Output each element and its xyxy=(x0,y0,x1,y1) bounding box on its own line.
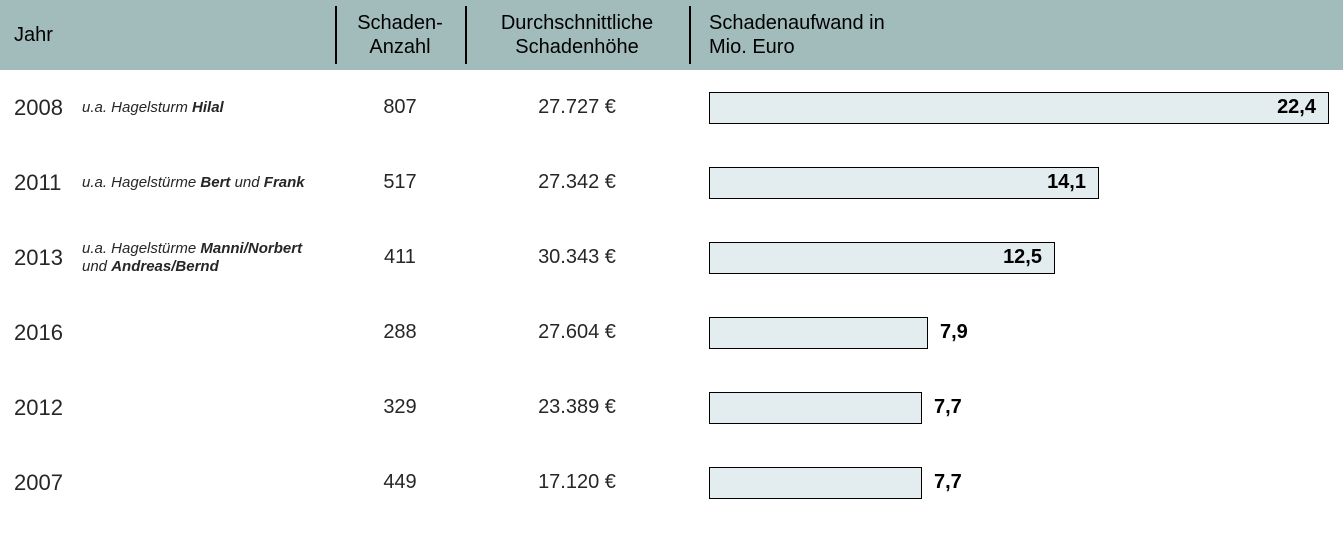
cell-avg: 23.389 € xyxy=(465,396,689,419)
bar-wrap: 7,9 xyxy=(709,317,1329,349)
cell-expense: 12,5 xyxy=(689,242,1343,274)
cell-year: 2013 u.a. Hagelstürme Manni/Norbert und A… xyxy=(0,240,335,276)
col-header-count-label: Schaden- Anzahl xyxy=(357,11,443,59)
year-value: 2012 xyxy=(14,395,74,421)
cell-count: 288 xyxy=(335,321,465,344)
expense-bar-label: 7,7 xyxy=(922,467,962,499)
table-row: 2012 329 23.389 € 7,7 xyxy=(0,370,1343,445)
col-header-expense-label: Schadenaufwand in Mio. Euro xyxy=(709,11,885,59)
count-value: 329 xyxy=(383,396,416,419)
expense-bar xyxy=(709,317,928,349)
cell-avg: 27.727 € xyxy=(465,96,689,119)
cell-avg: 30.343 € xyxy=(465,246,689,269)
table-body: 2008 u.a. Hagelsturm Hilal 807 27.727 € 22,4… xyxy=(0,70,1343,520)
expense-bar: 14,1 xyxy=(709,167,1099,199)
count-value: 807 xyxy=(383,96,416,119)
col-header-expense: Schadenaufwand in Mio. Euro xyxy=(689,0,1343,70)
expense-bar-label: 7,9 xyxy=(928,317,968,349)
cell-count: 329 xyxy=(335,396,465,419)
cell-expense: 7,9 xyxy=(689,317,1343,349)
year-value: 2008 xyxy=(14,95,74,121)
cell-expense: 14,1 xyxy=(689,167,1343,199)
cell-expense: 22,4 xyxy=(689,92,1343,124)
count-value: 517 xyxy=(383,171,416,194)
expense-bar: 22,4 xyxy=(709,92,1329,124)
expense-bar xyxy=(709,467,922,499)
year-value: 2016 xyxy=(14,320,74,346)
table-header: Jahr Schaden- Anzahl Durchschnittliche S… xyxy=(0,0,1343,70)
avg-value: 17.120 € xyxy=(538,471,616,494)
cell-year: 2012 xyxy=(0,395,335,421)
col-header-year: Jahr xyxy=(0,0,335,70)
bar-wrap: 12,5 xyxy=(709,242,1329,274)
cell-count: 807 xyxy=(335,96,465,119)
expense-bar xyxy=(709,392,922,424)
cell-avg: 17.120 € xyxy=(465,471,689,494)
cell-expense: 7,7 xyxy=(689,392,1343,424)
year-value: 2013 xyxy=(14,245,74,271)
cell-year: 2016 xyxy=(0,320,335,346)
avg-value: 27.342 € xyxy=(538,171,616,194)
col-header-avg: Durchschnittliche Schadenhöhe xyxy=(465,0,689,70)
expense-bar: 12,5 xyxy=(709,242,1055,274)
table-row: 2016 288 27.604 € 7,9 xyxy=(0,295,1343,370)
damage-table: Jahr Schaden- Anzahl Durchschnittliche S… xyxy=(0,0,1343,520)
avg-value: 27.604 € xyxy=(538,321,616,344)
year-value: 2011 xyxy=(14,170,74,196)
avg-value: 27.727 € xyxy=(538,96,616,119)
cell-count: 517 xyxy=(335,171,465,194)
bar-wrap: 7,7 xyxy=(709,392,1329,424)
bar-wrap: 14,1 xyxy=(709,167,1329,199)
bar-wrap: 22,4 xyxy=(709,92,1329,124)
table-row: 2007 449 17.120 € 7,7 xyxy=(0,445,1343,520)
cell-avg: 27.604 € xyxy=(465,321,689,344)
cell-year: 2008 u.a. Hagelsturm Hilal xyxy=(0,95,335,121)
count-value: 288 xyxy=(383,321,416,344)
year-note: u.a. Hagelstürme Manni/Norbert und Andre… xyxy=(82,240,321,276)
count-value: 411 xyxy=(384,246,416,269)
count-value: 449 xyxy=(383,471,416,494)
col-header-count: Schaden- Anzahl xyxy=(335,0,465,70)
bar-wrap: 7,7 xyxy=(709,467,1329,499)
table-row: 2011 u.a. Hagelstürme Bert und Frank 517 27… xyxy=(0,145,1343,220)
cell-expense: 7,7 xyxy=(689,467,1343,499)
cell-year: 2007 xyxy=(0,470,335,496)
cell-avg: 27.342 € xyxy=(465,171,689,194)
expense-bar-label: 7,7 xyxy=(922,392,962,424)
year-value: 2007 xyxy=(14,470,74,496)
cell-year: 2011 u.a. Hagelstürme Bert und Frank xyxy=(0,170,335,196)
avg-value: 23.389 € xyxy=(538,396,616,419)
year-note: u.a. Hagelstürme Bert und Frank xyxy=(82,174,305,192)
table-row: 2013 u.a. Hagelstürme Manni/Norbert und A… xyxy=(0,220,1343,295)
avg-value: 30.343 € xyxy=(538,246,616,269)
cell-count: 411 xyxy=(335,246,465,269)
col-header-avg-label: Durchschnittliche Schadenhöhe xyxy=(501,11,653,59)
col-header-year-label: Jahr xyxy=(14,23,53,47)
table-row: 2008 u.a. Hagelsturm Hilal 807 27.727 € 22,4 xyxy=(0,70,1343,145)
cell-count: 449 xyxy=(335,471,465,494)
year-note: u.a. Hagelsturm Hilal xyxy=(82,99,224,117)
